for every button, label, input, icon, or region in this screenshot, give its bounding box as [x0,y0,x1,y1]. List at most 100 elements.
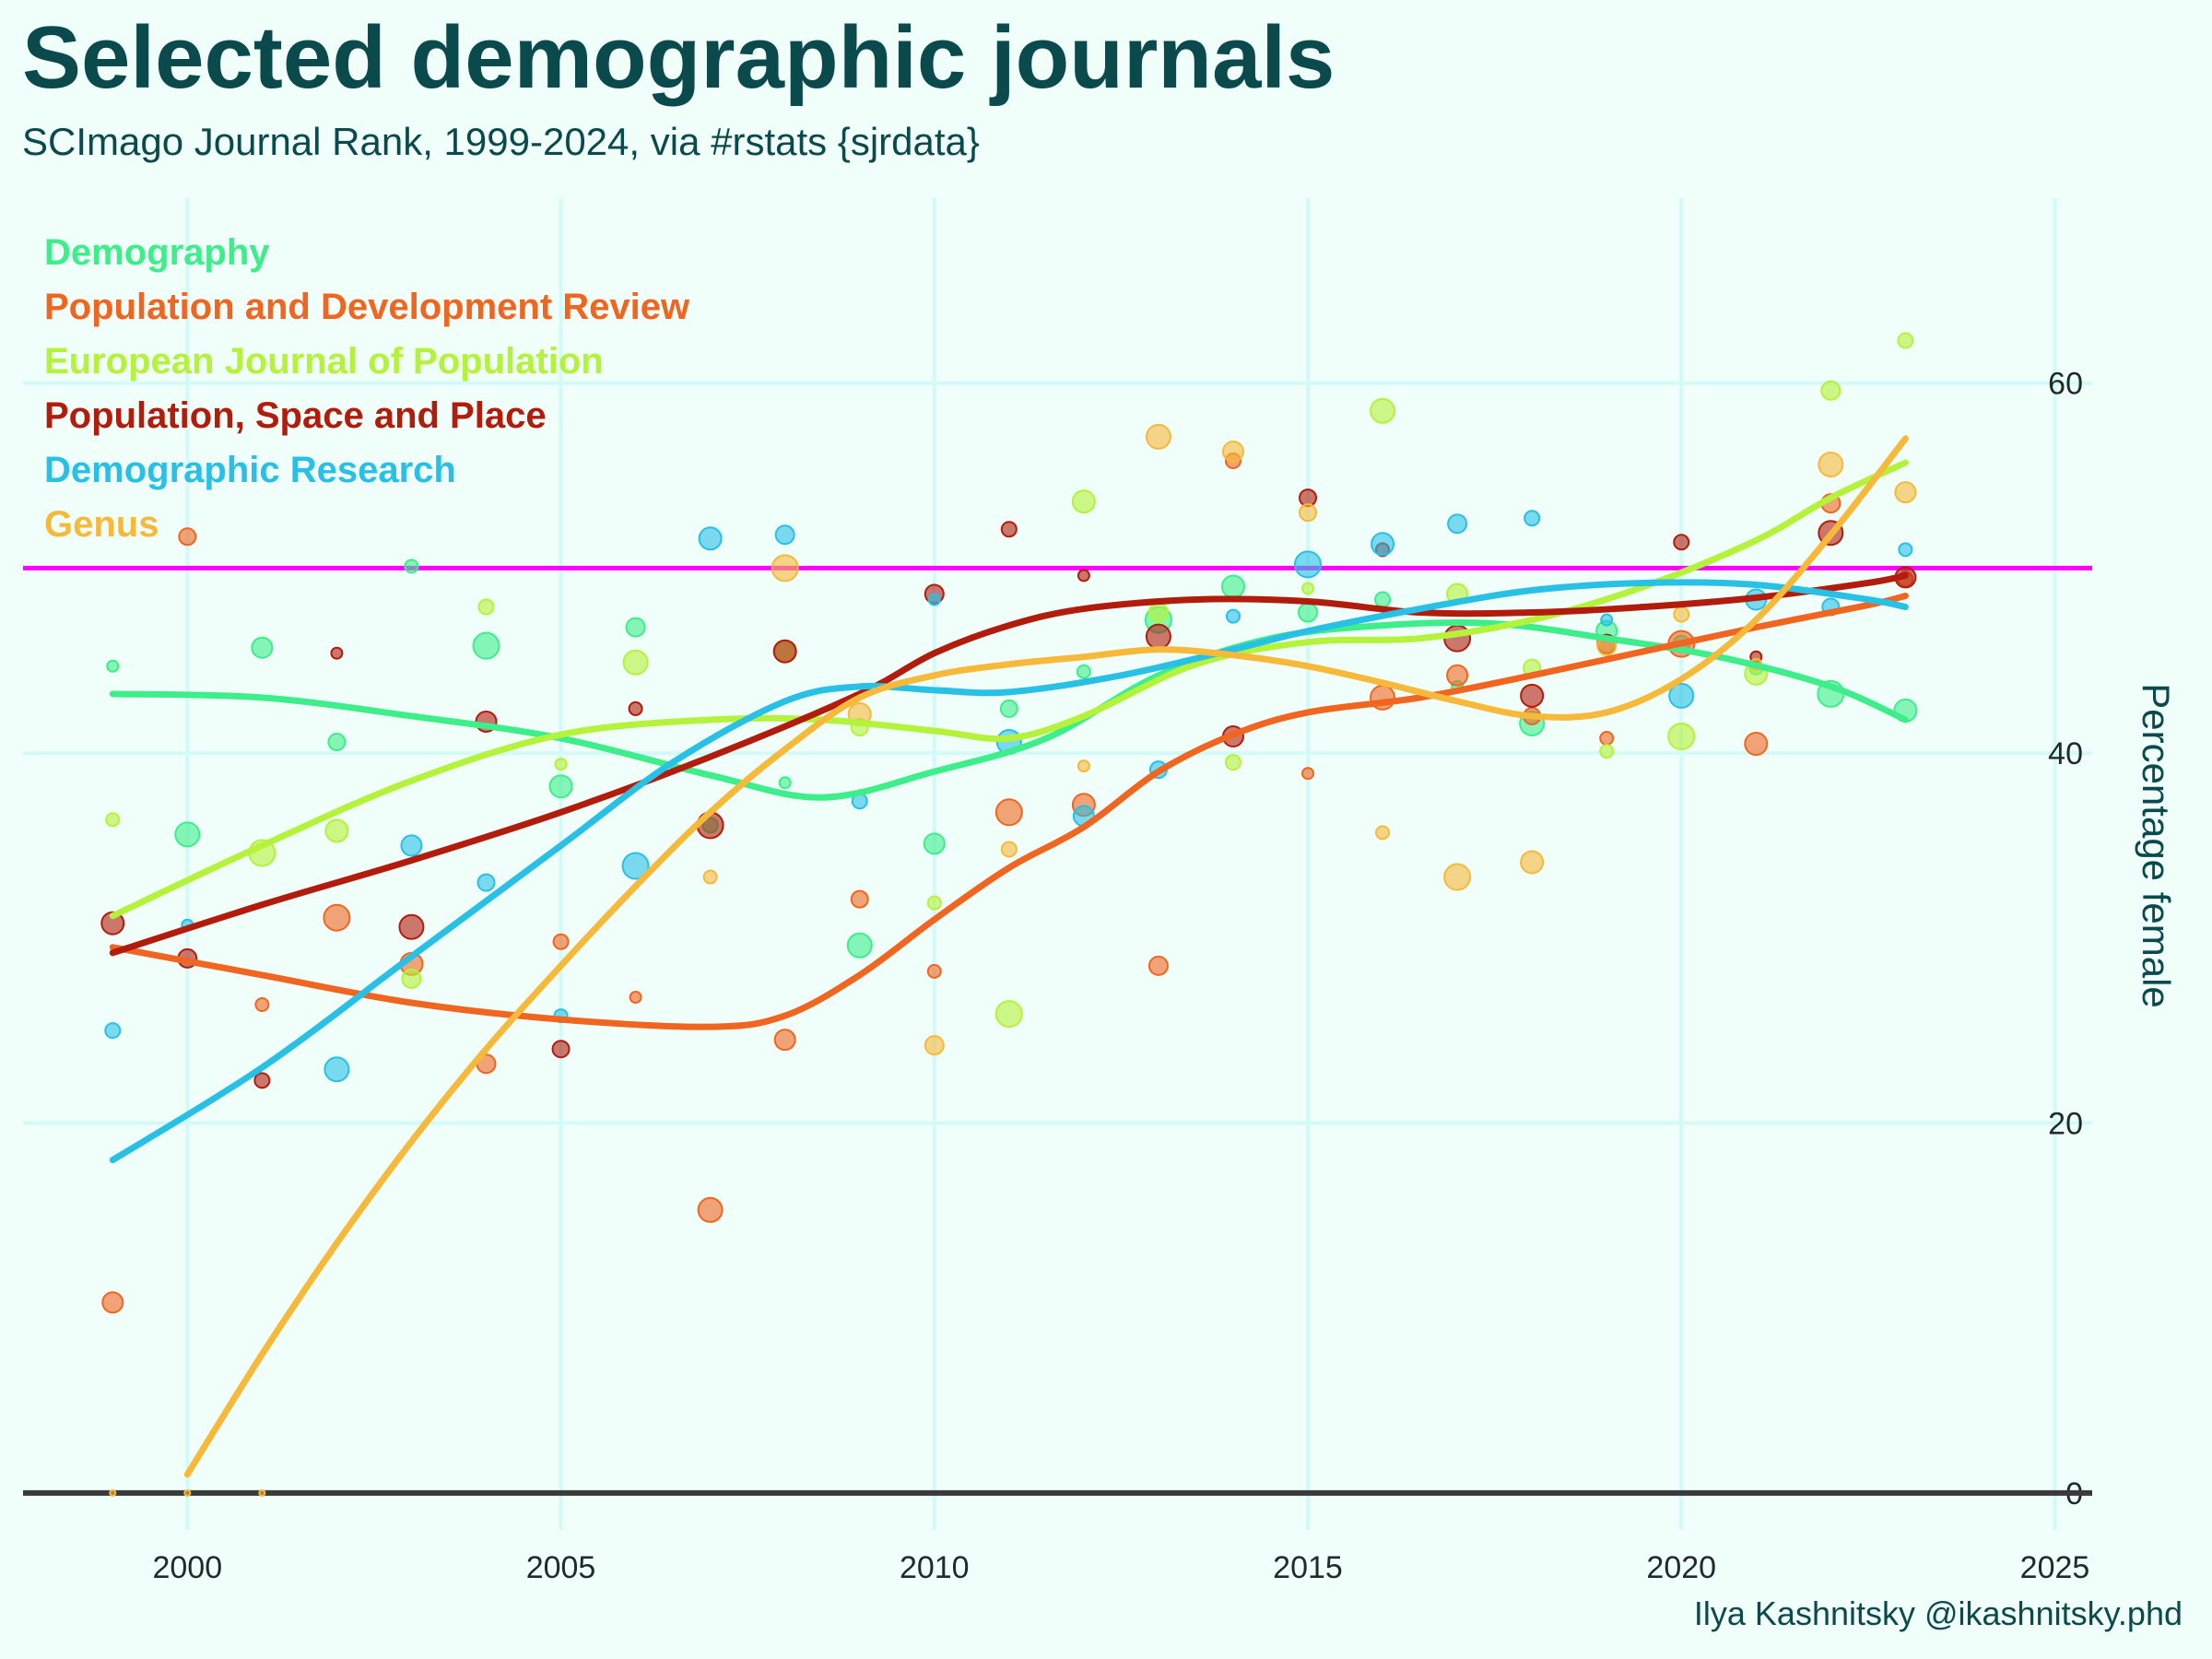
smooth-line-demography [109,618,1909,801]
point-population-space-and-place-2020 [1673,534,1690,551]
legend-item: Demographic Research [44,450,456,490]
point-demographic-research-2003 [400,834,423,857]
point-genus-2008 [771,554,799,582]
legend-item: European Journal of Population [44,341,604,382]
smooth-line-demographic-research [109,579,1909,1164]
point-population-and-development-review-2021 [1744,732,1769,757]
x-tick-label: 2010 [900,1550,970,1585]
point-demographic-research-2002 [324,1056,350,1083]
point-demographic-research-2008 [774,524,795,546]
point-population-space-and-place-2006 [628,700,643,716]
point-european-journal-of-population-2019 [1599,744,1615,759]
point-european-journal-of-population-2002 [324,818,349,843]
chart-subtitle: SCImago Journal Rank, 1999-2024, via #rs… [22,120,980,163]
point-european-journal-of-population-2020 [1667,723,1696,751]
point-demographic-research-2015 [1294,550,1323,579]
point-population-space-and-place-2002 [330,646,344,660]
point-genus-2010 [924,1035,945,1056]
point-genus-2022 [1818,452,1844,477]
point-genus-2013 [1145,423,1171,450]
point-genus-2023 [1894,481,1917,504]
y-tick-label: 40 [2048,736,2083,771]
point-genus-1999 [109,1488,117,1497]
legend-item: Genus [44,504,159,545]
legend-item: Population and Development Review [44,287,690,327]
point-demographic-research-2006 [621,852,650,880]
point-european-journal-of-population-2023 [1897,332,1914,349]
point-population-and-development-review-2010 [926,963,942,979]
point-european-journal-of-population-2003 [401,968,422,989]
point-demographic-research-2016 [1371,532,1395,557]
point-population-and-development-review-2009 [850,889,869,909]
point-population-and-development-review-1999 [101,1291,124,1314]
point-demography-2002 [327,733,347,752]
point-population-space-and-place-2018 [1520,683,1545,708]
y-tick-label: 20 [2048,1106,2083,1141]
smooth-line-genus [183,435,1909,1478]
point-population-space-and-place-1999 [100,911,125,935]
point-demography-2010 [923,832,946,855]
point-demographic-research-2017 [1447,513,1468,535]
y-axis-label: Percentage female [2135,683,2178,1008]
smooth-line-population-and-development-review [109,592,1909,1030]
point-population-and-development-review-2006 [629,991,642,1004]
point-population-and-development-review-2011 [994,798,1023,827]
point-population-space-and-place-2011 [1000,521,1018,538]
point-european-journal-of-population-2010 [926,895,942,911]
x-tick-label: 2020 [1646,1550,1716,1585]
point-genus-2014 [1221,440,1244,463]
point-genus-2020 [1673,606,1690,623]
point-population-and-development-review-2015 [1301,767,1315,781]
point-demographic-research-2010 [927,593,941,606]
point-demographic-research-2014 [1225,608,1241,624]
point-genus-2000 [183,1488,192,1497]
point-demographic-research-2019 [1600,613,1614,627]
point-genus-2015 [1299,503,1318,523]
x-tick-label: 2005 [526,1550,596,1585]
chart-title: Selected demographic journals [22,8,1335,107]
x-tick-label: 2025 [2020,1550,2090,1585]
point-genus-2017 [1443,863,1472,891]
point-demographic-research-1999 [104,1022,122,1040]
point-genus-2007 [702,869,718,885]
point-population-space-and-place-2012 [1077,569,1090,582]
point-demography-2001 [251,636,274,659]
point-population-and-development-review-2017 [1446,664,1469,687]
point-population-and-development-review-2001 [254,997,270,1013]
point-demographic-research-2023 [1898,542,1913,558]
x-tick-label: 2000 [152,1550,222,1585]
point-population-space-and-place-2008 [772,639,797,664]
legend-item: Demography [44,232,270,273]
point-population-and-development-review-2002 [323,903,351,932]
point-european-journal-of-population-2016 [1370,397,1396,424]
point-genus-2012 [1077,759,1090,773]
point-european-journal-of-population-2022 [1820,380,1841,401]
point-population-and-development-review-2013 [1147,955,1169,976]
point-european-journal-of-population-2013 [1147,602,1169,623]
point-demographic-research-2018 [1524,510,1541,527]
point-population-and-development-review-2007 [697,1196,724,1223]
point-demographic-research-2004 [477,873,496,892]
point-european-journal-of-population-2004 [477,598,495,616]
data-points [100,332,1918,1497]
point-genus-2011 [1000,841,1018,858]
point-demographic-research-2020 [1668,682,1695,709]
point-population-and-development-review-2000 [178,527,197,547]
point-demography-2009 [846,932,873,959]
y-tick-label: 60 [2048,367,2083,402]
point-european-journal-of-population-1999 [105,812,121,828]
reference-lines [23,565,2092,1496]
point-population-and-development-review-2019 [1599,731,1615,747]
point-population-and-development-review-2008 [773,1029,796,1052]
point-demography-2014 [1220,574,1245,599]
point-genus-2016 [1375,825,1391,841]
point-demography-2015 [1298,602,1319,623]
point-population-space-and-place-2001 [253,1072,271,1089]
point-european-journal-of-population-2012 [1071,489,1096,514]
smooth-line-population-space-and-place [109,571,1909,957]
point-european-journal-of-population-2006 [622,649,649,676]
point-demography-2006 [625,617,646,638]
x-axis-ticks: 2000 2005 2010 2015 2020 2025 [152,1550,2089,1585]
point-european-journal-of-population-2015 [1301,582,1315,595]
point-demography-2016 [1374,591,1392,608]
